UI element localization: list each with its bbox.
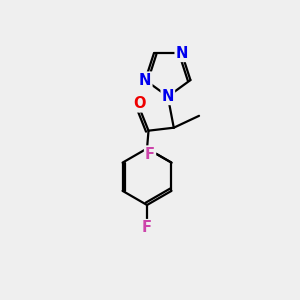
Text: F: F [145, 146, 155, 161]
Text: F: F [142, 220, 152, 235]
Text: O: O [133, 96, 146, 111]
Text: N: N [162, 89, 174, 104]
Text: N: N [176, 46, 188, 61]
Text: N: N [139, 73, 152, 88]
